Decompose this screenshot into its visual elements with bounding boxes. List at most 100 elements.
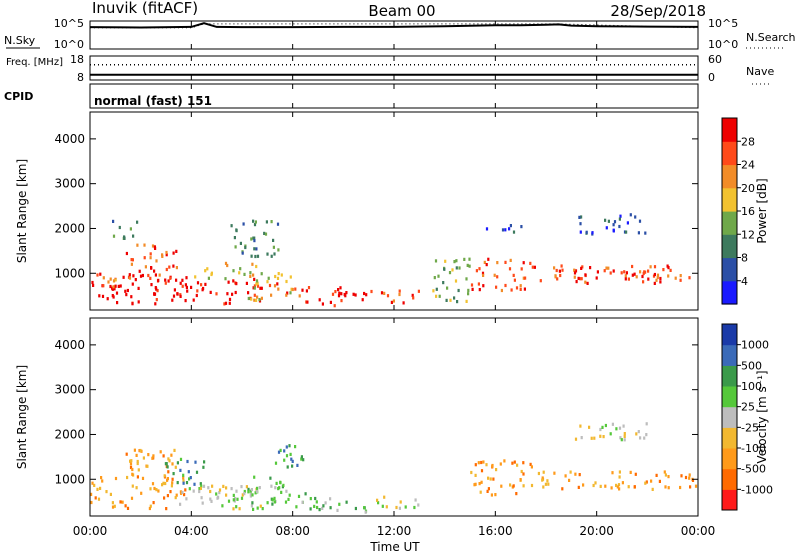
power-cell — [338, 291, 341, 295]
velocity-cell — [225, 486, 228, 490]
noise-right-tick-bottom: 10^0 — [708, 38, 738, 51]
power-cell — [253, 293, 256, 297]
power-cell — [196, 289, 199, 293]
power-cell — [495, 285, 498, 289]
velocity-cell — [274, 461, 278, 465]
velocity-cell — [236, 497, 239, 501]
nave-right-tick-bottom: 0 — [708, 71, 715, 84]
velocity-cell — [604, 484, 607, 488]
velocity-cell — [271, 498, 274, 502]
velocity-cell — [679, 485, 682, 490]
power-cell — [398, 289, 401, 293]
power-cell — [605, 226, 608, 230]
power-cell — [185, 276, 188, 280]
power-cell — [475, 269, 478, 273]
velocity-cell — [354, 506, 357, 511]
power-cell — [575, 280, 578, 284]
velocity-cell — [487, 487, 490, 491]
power-cell — [155, 298, 158, 302]
velocity-cell — [166, 478, 169, 482]
velocity-cell — [494, 493, 497, 497]
power-cell — [520, 267, 523, 271]
velocity-cell — [509, 483, 512, 487]
velocity-cell — [174, 496, 177, 500]
velocity-cell — [601, 425, 604, 429]
nave-right-label: Nave — [746, 65, 774, 78]
velocity-cell — [111, 505, 115, 509]
power-cell — [134, 278, 137, 282]
power-cell — [679, 274, 682, 278]
velocity-cell — [329, 497, 332, 501]
power-cell — [184, 299, 187, 303]
power-cell — [161, 254, 164, 258]
velocity-cell — [271, 502, 274, 506]
power-cell — [186, 289, 189, 293]
power-cell — [232, 269, 235, 273]
colorbar-tick-label: 12 — [741, 228, 755, 241]
velocity-cell — [179, 490, 182, 494]
power-cell — [247, 291, 250, 295]
power-cell — [255, 264, 258, 269]
velocity-cell — [232, 507, 235, 511]
velocity-cell — [130, 496, 134, 500]
velocity-cell — [577, 485, 580, 489]
power-cell — [265, 220, 268, 224]
power-cell — [101, 294, 105, 298]
velocity-cell — [290, 457, 293, 461]
velocity-cell — [489, 477, 492, 481]
velocity-cell — [113, 504, 116, 508]
power-cell — [253, 286, 256, 290]
y-tick-label: 1000 — [54, 472, 85, 486]
power-cell — [449, 298, 452, 302]
power-cell — [109, 284, 112, 289]
colorbar-swatch — [722, 211, 737, 235]
power-y-label: Slant Range [km] — [15, 159, 29, 263]
power-cell — [255, 298, 258, 302]
power-cell — [250, 254, 253, 258]
velocity-cell — [198, 489, 201, 494]
power-cell — [233, 236, 236, 240]
velocity-cell — [542, 470, 545, 474]
velocity-cell — [202, 465, 205, 469]
beam-title: Beam 00 — [368, 2, 435, 20]
power-cell — [520, 225, 523, 229]
velocity-cell — [282, 483, 285, 487]
power-cell — [172, 294, 176, 298]
velocity-cell — [173, 448, 176, 452]
velocity-cell — [474, 463, 477, 467]
power-cell — [231, 292, 234, 296]
velocity-cell — [617, 483, 621, 487]
power-cell — [153, 269, 156, 273]
velocity-cell — [294, 445, 297, 449]
velocity-cell — [166, 477, 169, 481]
power-cell — [207, 276, 210, 280]
velocity-cell — [541, 478, 544, 482]
power-cell — [618, 217, 621, 221]
power-cell — [139, 274, 143, 278]
velocity-cell — [619, 436, 622, 440]
velocity-cell — [309, 507, 312, 511]
velocity-cell — [616, 485, 619, 489]
velocity-cell — [216, 496, 219, 500]
velocity-cell — [221, 504, 224, 508]
power-cell — [305, 289, 308, 293]
velocity-cell — [189, 476, 192, 480]
velocity-cell — [131, 467, 134, 472]
power-cell — [112, 234, 116, 238]
power-cell — [167, 279, 170, 283]
power-cell — [137, 286, 140, 290]
velocity-cell — [618, 470, 621, 474]
velocity-cell — [667, 475, 670, 479]
colorbar-tick-label: 25 — [741, 401, 755, 414]
power-cell — [383, 291, 386, 295]
velocity-cell — [688, 473, 691, 477]
nave-right-tick-top: 60 — [708, 53, 722, 66]
velocity-cell — [164, 481, 167, 486]
power-cell — [276, 222, 280, 226]
noise-series-line — [89, 22, 699, 29]
power-cell — [580, 266, 583, 270]
velocity-cell — [296, 463, 299, 467]
power-cell — [129, 227, 132, 231]
power-cell — [642, 271, 645, 276]
velocity-cell — [240, 496, 244, 500]
